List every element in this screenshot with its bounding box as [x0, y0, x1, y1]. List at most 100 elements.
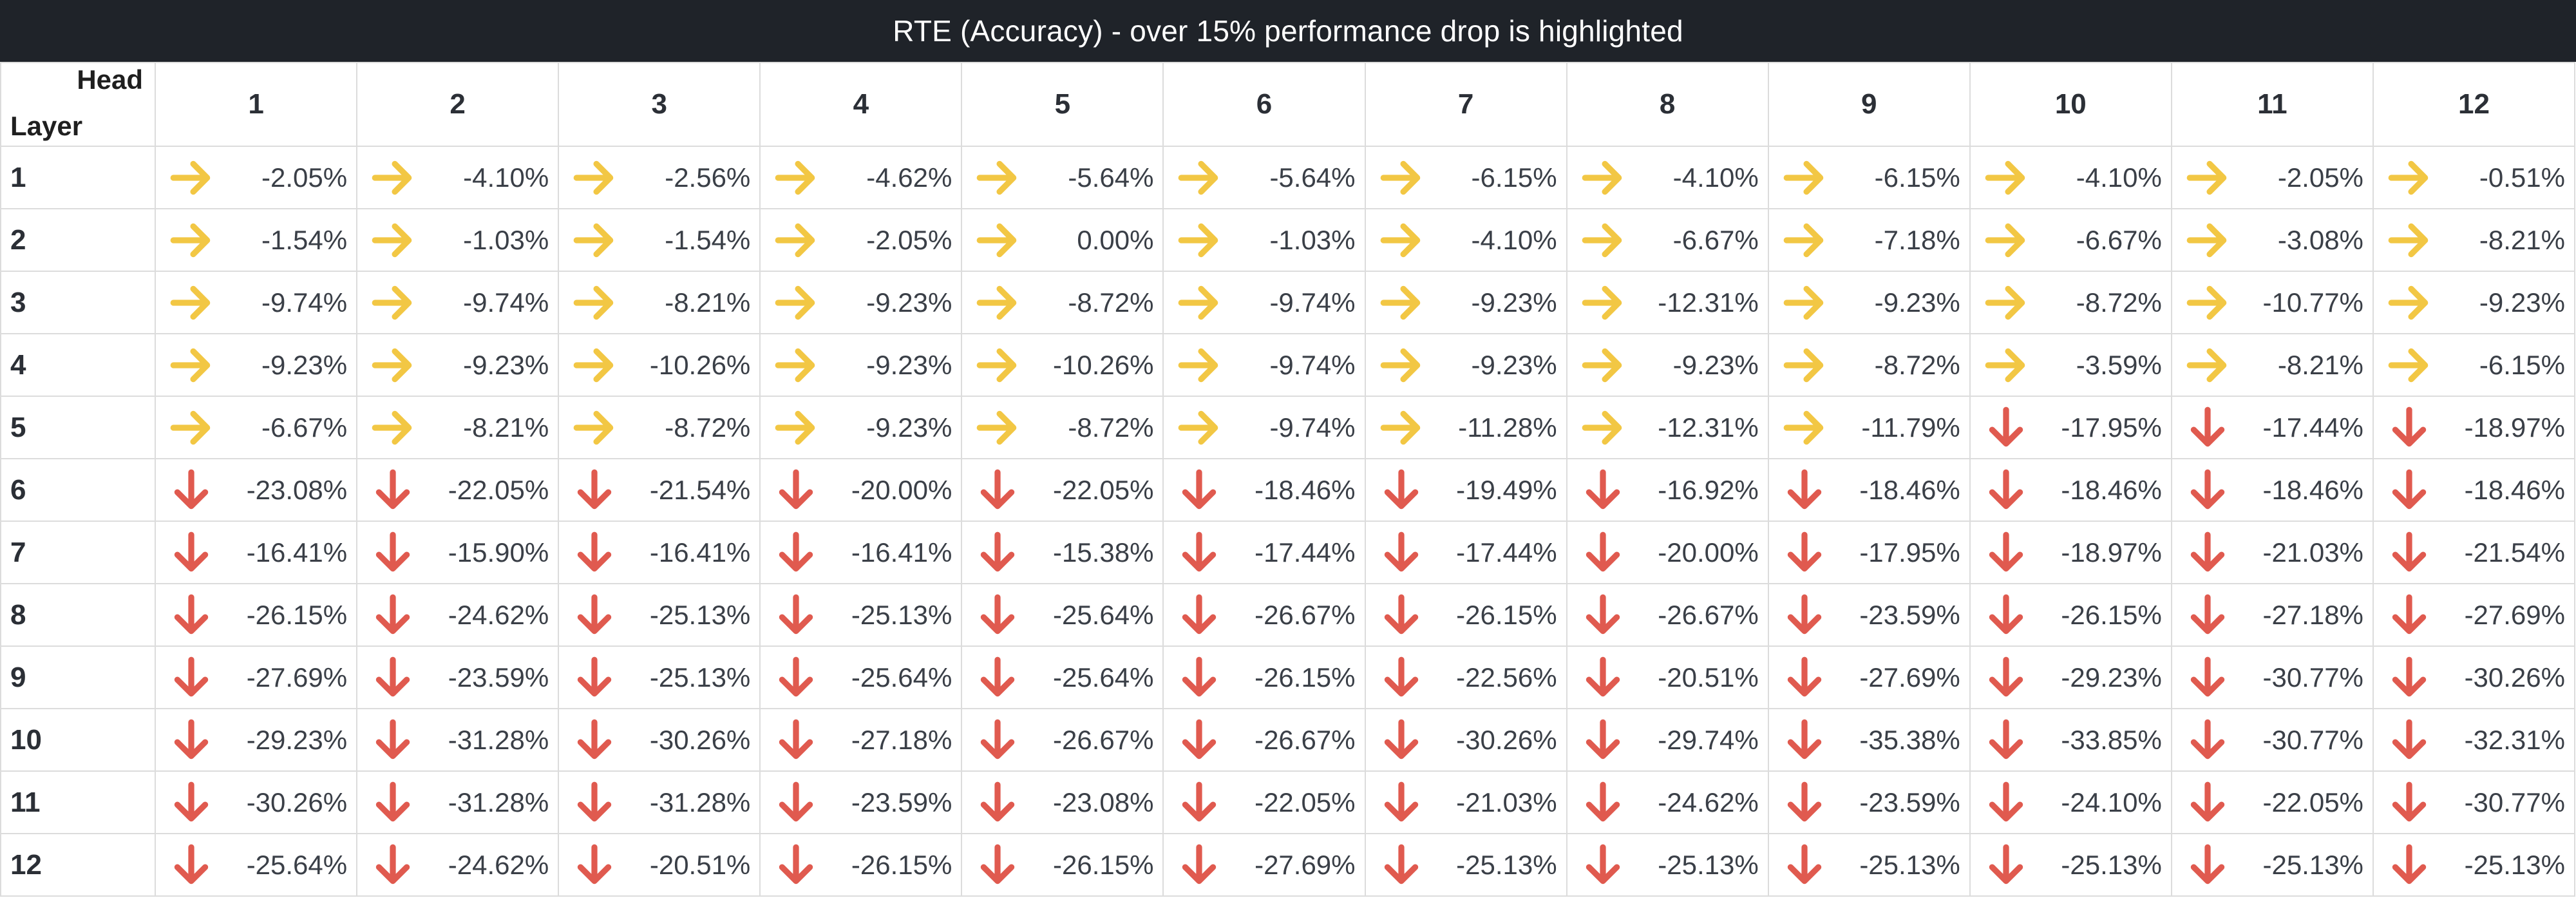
- cell-value: -23.59%: [1859, 787, 1960, 817]
- table-cell: -8.21%: [2372, 208, 2576, 272]
- cell-value: -27.18%: [851, 724, 952, 755]
- down-arrow-icon: [981, 594, 1015, 634]
- down-arrow-icon: [1182, 844, 1217, 884]
- table-cell: -6.15%: [1364, 146, 1567, 209]
- table-cell: -19.49%: [1364, 458, 1567, 522]
- right-arrow-icon: [372, 285, 412, 320]
- cell-value: -16.41%: [246, 537, 348, 568]
- right-arrow-icon: [573, 348, 614, 382]
- table-cell: -9.23%: [1566, 333, 1769, 397]
- table-cell: -18.97%: [1969, 521, 2172, 584]
- cell-value: -2.05%: [261, 162, 348, 193]
- table-row: 11 -30.26% -31.28% -31.28% -23.59% -23.08% -22…: [0, 770, 2576, 834]
- table-cell: -31.28%: [558, 770, 761, 834]
- cell-value: -23.59%: [1859, 599, 1960, 630]
- cell-value: -26.15%: [246, 599, 348, 630]
- table-cell: -1.54%: [155, 208, 358, 272]
- table-cell: -23.59%: [1767, 770, 1971, 834]
- table-cell: 0.00%: [961, 208, 1164, 272]
- down-arrow-icon: [1384, 656, 1418, 696]
- cell-value: -1.54%: [665, 224, 751, 255]
- down-arrow-icon: [1586, 719, 1620, 759]
- table-cell: -25.13%: [2372, 833, 2576, 897]
- down-arrow-icon: [1586, 594, 1620, 634]
- cell-value: -25.13%: [649, 662, 751, 693]
- table-cell: -2.05%: [2170, 146, 2374, 209]
- down-arrow-icon: [981, 469, 1015, 509]
- cell-value: -31.28%: [649, 787, 751, 817]
- cell-value: -29.23%: [2061, 662, 2162, 693]
- table-cell: -1.03%: [356, 208, 560, 272]
- down-arrow-icon: [1384, 469, 1418, 509]
- table-cell: -20.00%: [1566, 521, 1769, 584]
- table-cell: -26.15%: [1364, 583, 1567, 647]
- cell-value: -32.31%: [2464, 724, 2565, 755]
- cell-value: -2.56%: [665, 162, 751, 193]
- table-cell: -31.28%: [356, 770, 560, 834]
- table-cell: -9.23%: [356, 333, 560, 397]
- table-cell: -26.67%: [1162, 708, 1366, 772]
- table-row: 10 -29.23% -31.28% -30.26% -27.18% -26.67% -26…: [0, 708, 2576, 772]
- table-cell: -29.23%: [155, 708, 358, 772]
- right-arrow-icon: [775, 410, 815, 444]
- cell-value: -25.13%: [2262, 849, 2363, 880]
- right-arrow-icon: [1179, 410, 1218, 444]
- row-header-layer-3: 3: [0, 271, 156, 334]
- table-cell: -23.59%: [356, 645, 560, 709]
- table-cell: -26.15%: [759, 833, 963, 897]
- down-arrow-icon: [2392, 406, 2427, 446]
- table-cell: -16.92%: [1566, 458, 1769, 522]
- corner-cell: Head Layer: [0, 62, 156, 147]
- table-cell: -27.69%: [1767, 645, 1971, 709]
- down-arrow-icon: [1182, 531, 1217, 571]
- right-arrow-icon: [1582, 285, 1622, 320]
- cell-value: -16.92%: [1658, 474, 1759, 505]
- table-cell: -24.62%: [356, 833, 560, 897]
- down-arrow-icon: [1182, 469, 1217, 509]
- table-cell: -2.05%: [155, 146, 358, 209]
- table-cell: -25.13%: [558, 645, 761, 709]
- cell-value: -8.21%: [2479, 224, 2565, 255]
- table-cell: -7.18%: [1767, 208, 1971, 272]
- down-arrow-icon: [1586, 781, 1620, 821]
- table-cell: -17.95%: [1969, 396, 2172, 459]
- table-cell: -8.21%: [356, 396, 560, 459]
- right-arrow-icon: [976, 160, 1017, 195]
- right-arrow-icon: [775, 223, 815, 257]
- right-arrow-icon: [1582, 348, 1622, 382]
- down-arrow-icon: [779, 469, 813, 509]
- down-arrow-icon: [1787, 781, 1821, 821]
- right-arrow-icon: [1582, 160, 1622, 195]
- table-row: 12 -25.64% -24.62% -20.51% -26.15% -26.15% -27…: [0, 833, 2576, 897]
- table-cell: -10.77%: [2170, 271, 2374, 334]
- table-cell: -9.74%: [1162, 396, 1366, 459]
- table-cell: -16.41%: [558, 521, 761, 584]
- cell-value: -2.05%: [2277, 162, 2363, 193]
- cell-value: -3.08%: [2277, 224, 2363, 255]
- cell-value: -25.64%: [1053, 662, 1154, 693]
- down-arrow-icon: [2190, 656, 2225, 696]
- down-arrow-icon: [779, 656, 813, 696]
- down-arrow-icon: [577, 719, 612, 759]
- right-arrow-icon: [2186, 160, 2227, 195]
- right-arrow-icon: [372, 160, 412, 195]
- table-cell: -30.77%: [2372, 770, 2576, 834]
- cell-value: -33.85%: [2061, 724, 2162, 755]
- right-arrow-icon: [1380, 348, 1420, 382]
- down-arrow-icon: [779, 781, 813, 821]
- cell-value: -19.49%: [1456, 474, 1557, 505]
- down-arrow-icon: [981, 656, 1015, 696]
- cell-value: -9.23%: [1874, 287, 1960, 318]
- table-cell: -24.62%: [356, 583, 560, 647]
- down-arrow-icon: [375, 531, 410, 571]
- right-arrow-icon: [1380, 285, 1420, 320]
- row-header-layer-11: 11: [0, 770, 156, 834]
- header-row: Head Layer 1 2 3 4 5 6 7 8 9 10 11 12: [0, 62, 2576, 147]
- cell-value: -4.10%: [463, 162, 549, 193]
- down-arrow-icon: [577, 594, 612, 634]
- cell-value: -26.15%: [1456, 599, 1557, 630]
- right-arrow-icon: [573, 410, 614, 444]
- cell-value: -1.03%: [463, 224, 549, 255]
- down-arrow-icon: [1182, 719, 1217, 759]
- cell-value: -29.74%: [1658, 724, 1759, 755]
